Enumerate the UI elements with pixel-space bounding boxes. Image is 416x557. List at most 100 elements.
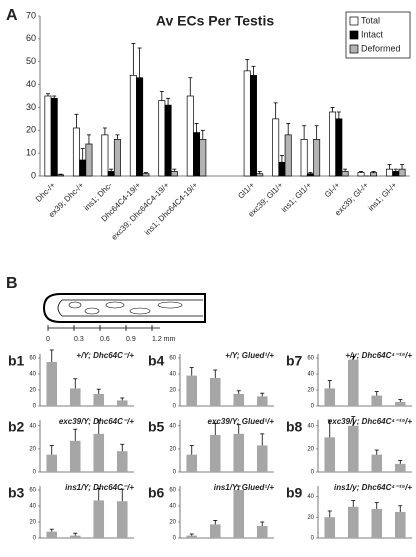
bar [256, 396, 268, 406]
bar [249, 75, 257, 177]
y-tick-label: 0 [311, 536, 315, 542]
chart-title: exc39/Y; Dhc64C⁻/+ [59, 417, 134, 426]
bar [347, 359, 359, 406]
panel-label: b3 [8, 485, 25, 501]
bar [209, 435, 221, 472]
scale-label: 0 [46, 336, 50, 343]
bar [57, 174, 64, 177]
legend-swatch [349, 16, 359, 26]
bar [233, 490, 245, 538]
bar [324, 388, 336, 406]
bar [46, 362, 58, 406]
y-tick-label: 10 [26, 148, 36, 158]
bar [256, 526, 268, 538]
y-tick-label: 60 [169, 488, 176, 494]
bar [371, 454, 383, 472]
bar [300, 139, 308, 177]
y-tick-label: 40 [29, 423, 36, 429]
bar [209, 378, 221, 406]
testis-diagram [42, 293, 206, 329]
y-tick-label: 0 [33, 536, 37, 542]
bar [116, 501, 128, 538]
bar [101, 134, 109, 177]
bar [394, 512, 406, 538]
y-tick-label: 20 [26, 125, 36, 135]
scale-label: 0.9 [126, 336, 136, 343]
bar [341, 171, 349, 177]
y-tick-label: 0 [173, 470, 177, 476]
bar [186, 375, 198, 406]
bar [256, 445, 268, 472]
bar [278, 161, 286, 177]
bar [347, 506, 359, 538]
chart-title: +/y; Dhc64C⁴⁻¹⁹/+ [345, 351, 412, 360]
panel-label: b7 [286, 353, 303, 369]
bar [370, 172, 378, 177]
bar [44, 95, 52, 177]
bar [170, 171, 178, 177]
legend-swatch [349, 30, 359, 40]
chart-title: ins1/y; Dhc64C⁴⁻¹⁹/+ [334, 483, 412, 492]
bar [347, 425, 359, 472]
panel-label: b4 [148, 353, 165, 369]
bar [392, 171, 400, 177]
bar [209, 524, 221, 538]
scale-label: 1.2 mm [152, 336, 176, 343]
y-tick-label: 30 [26, 102, 36, 112]
scale-label: 0.6 [100, 336, 110, 343]
y-tick-label: 60 [169, 356, 176, 362]
bar [324, 437, 336, 472]
bar [79, 159, 87, 177]
cyst [157, 301, 183, 309]
y-tick-label: 0 [311, 470, 315, 476]
bar [193, 132, 201, 177]
bar [46, 531, 58, 538]
panel-label: b5 [148, 419, 165, 435]
chart-title: exc39/Y; Glued¹/+ [208, 417, 275, 426]
chart-title: +/Y; Dhc64C⁻/+ [76, 351, 134, 360]
y-tick-label: 20 [307, 446, 314, 452]
bar [233, 394, 245, 406]
y-tick-label: 20 [29, 446, 36, 452]
y-tick-label: 40 [169, 504, 176, 510]
chart-title: ins1/Y; Dhc64C⁻/+ [65, 483, 134, 492]
bar [164, 104, 172, 177]
bar [158, 100, 166, 177]
bar [199, 139, 207, 177]
bar [357, 172, 365, 177]
scale-label: 0.3 [74, 336, 84, 343]
bar [186, 454, 198, 472]
bar [93, 500, 105, 538]
y-tick-label: 60 [29, 356, 36, 362]
y-tick-label: 20 [169, 388, 176, 394]
y-tick-label: 40 [307, 494, 314, 500]
y-tick-label: 0 [33, 404, 37, 410]
y-tick-label: 20 [29, 388, 36, 394]
y-tick-label: 40 [307, 372, 314, 378]
y-tick-label: 0 [173, 404, 177, 410]
bar [116, 400, 128, 406]
bar [256, 173, 264, 177]
legend-label: Intact [361, 29, 384, 39]
y-tick-label: 50 [26, 56, 36, 66]
bar [142, 173, 150, 177]
y-tick-label: 0 [33, 470, 37, 476]
bar [324, 517, 336, 538]
cyst [129, 307, 151, 315]
bar [113, 139, 121, 177]
bar [272, 118, 280, 177]
bar [69, 388, 81, 406]
bar [306, 173, 314, 177]
cyst [105, 301, 125, 309]
y-tick-label: 40 [307, 423, 314, 429]
panel-label: b2 [8, 419, 25, 435]
cyst [84, 307, 100, 315]
y-tick-label: 40 [169, 372, 176, 378]
legend-swatch [349, 44, 359, 54]
y-tick-label: 0 [173, 536, 177, 542]
y-tick-label: 20 [169, 520, 176, 526]
bar [107, 171, 115, 177]
panel-label: b9 [286, 485, 303, 501]
bar [329, 111, 337, 177]
